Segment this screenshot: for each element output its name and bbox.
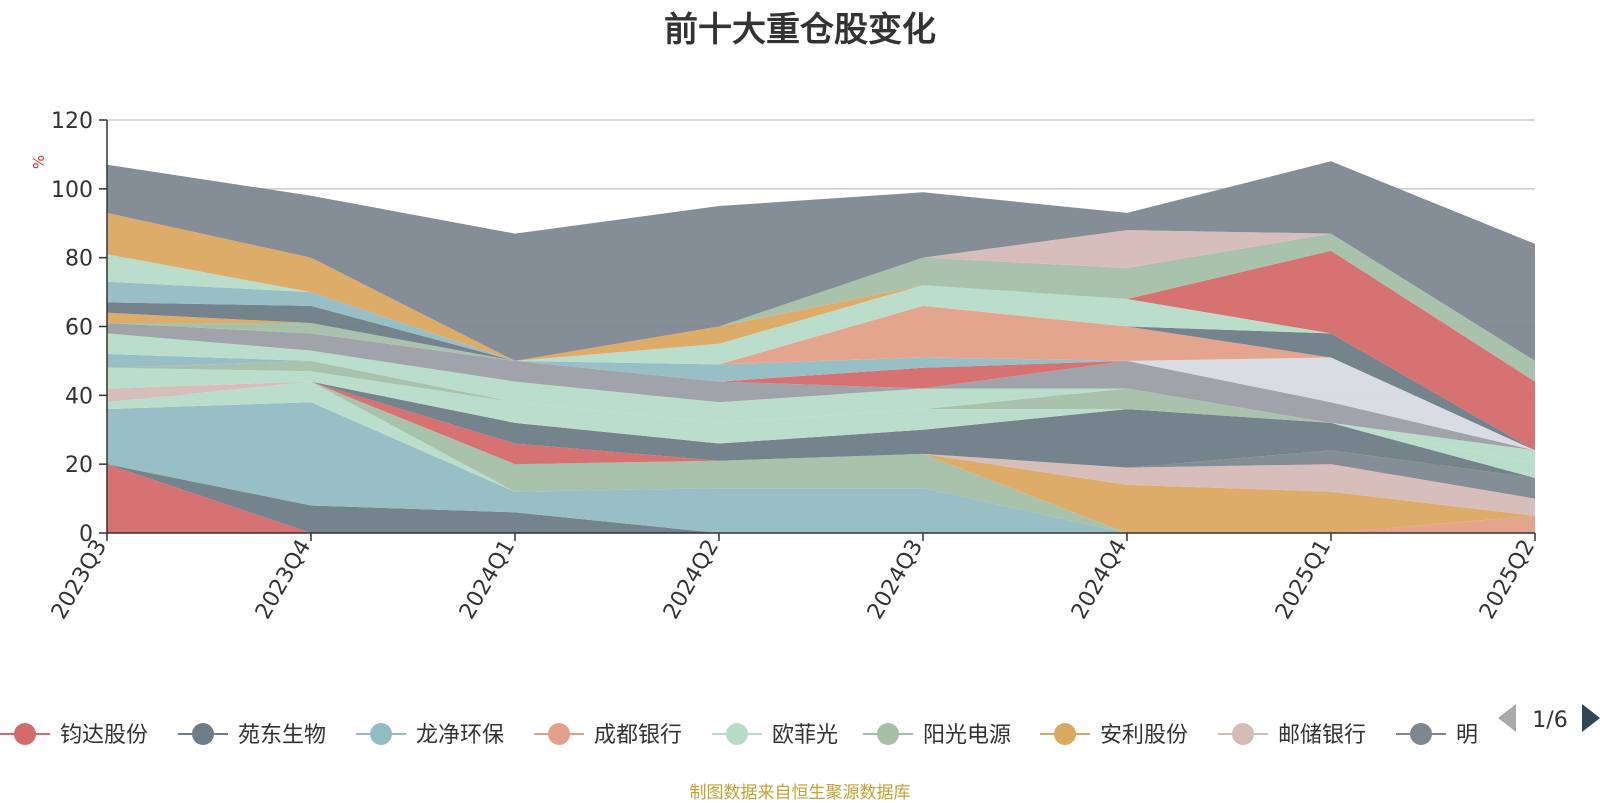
series-area-7[interactable]: [107, 381, 1535, 516]
series-area-19[interactable]: [107, 312, 1535, 451]
series-area-0[interactable]: [107, 464, 1535, 533]
y-tick-label: 120: [51, 109, 93, 134]
series-area-4[interactable]: [107, 381, 1535, 533]
legend-dot-icon: [548, 723, 570, 745]
series-area-28[interactable]: [107, 212, 1535, 382]
legend-item[interactable]: 阳光电源: [863, 723, 1011, 748]
legend-dot-icon: [370, 723, 392, 745]
legend-item[interactable]: 明: [1396, 723, 1478, 748]
legend-dot-icon: [1232, 723, 1254, 745]
legend-pager: 1/6: [1498, 704, 1600, 733]
legend-dot-icon: [1054, 723, 1076, 745]
series-area-29[interactable]: [107, 212, 1535, 361]
legend-label: 阳光电源: [923, 723, 1011, 748]
legend: 钧达股份 苑东生物 龙净环保 成都银行 欧菲光 阳光电源 安利股份 邮储银行 明: [0, 723, 1478, 748]
x-tick-label: 2024Q1: [455, 536, 520, 624]
area-layer: [107, 161, 1535, 533]
legend-label: 龙净环保: [416, 723, 504, 748]
legend-label: 明: [1456, 723, 1478, 748]
y-tick-label: 0: [79, 522, 93, 547]
legend-dot-icon: [877, 723, 899, 745]
series-area-12[interactable]: [107, 367, 1535, 478]
legend-item[interactable]: 钧达股份: [0, 723, 148, 748]
y-axis-label: %: [30, 155, 48, 169]
legend-next-arrow-icon[interactable]: [1582, 704, 1600, 732]
x-tick-label: 2024Q2: [659, 536, 724, 624]
series-area-15[interactable]: [107, 333, 1535, 465]
series-area-6[interactable]: [107, 381, 1535, 533]
chart-title: 前十大重仓股变化: [664, 10, 936, 50]
series-area-23[interactable]: [107, 302, 1535, 451]
series-area-2[interactable]: [107, 402, 1535, 533]
series-area-1[interactable]: [107, 464, 1535, 533]
y-tick-label: 40: [65, 384, 93, 409]
legend-item[interactable]: 欧菲光: [712, 723, 838, 748]
y-tick-label: 20: [65, 453, 93, 478]
x-tick-label: 2023Q4: [251, 536, 316, 624]
legend-label: 苑东生物: [238, 723, 326, 748]
legend-dot-icon: [1410, 723, 1432, 745]
x-tick-label: 2024Q4: [1067, 536, 1132, 624]
series-area-22[interactable]: [107, 305, 1535, 451]
y-tick-label: 80: [65, 247, 93, 272]
x-tick-label: 2024Q3: [863, 536, 928, 624]
legend-item[interactable]: 成都银行: [534, 723, 682, 748]
series-area-13[interactable]: [107, 360, 1535, 465]
legend-page-indicator: 1/6: [1532, 708, 1567, 733]
series-area-24[interactable]: [107, 281, 1535, 451]
y-tick-label: 60: [65, 316, 93, 341]
legend-item[interactable]: 苑东生物: [178, 723, 326, 748]
x-tick-label: 2025Q2: [1475, 536, 1540, 624]
legend-dot-icon: [726, 723, 748, 745]
x-tick-label: 2023Q3: [47, 536, 112, 624]
footer-source-note: 制图数据来自恒生聚源数据库: [689, 783, 911, 803]
legend-dot-icon: [14, 723, 36, 745]
legend-dot-icon: [192, 723, 214, 745]
legend-label: 成都银行: [594, 723, 682, 748]
legend-item[interactable]: 安利股份: [1040, 723, 1188, 748]
series-area-11[interactable]: [107, 381, 1535, 478]
legend-label: 安利股份: [1100, 723, 1188, 748]
legend-label: 邮储银行: [1278, 723, 1366, 748]
legend-item[interactable]: 邮储银行: [1218, 723, 1366, 748]
y-tick-label: 100: [51, 178, 93, 203]
x-tick-label: 2025Q1: [1271, 536, 1336, 624]
series-area-16[interactable]: [107, 323, 1535, 451]
series-area-20[interactable]: [107, 312, 1535, 451]
series-area-30[interactable]: [107, 161, 1535, 361]
legend-label: 欧菲光: [772, 723, 838, 748]
legend-item[interactable]: 龙净环保: [356, 723, 504, 748]
legend-prev-arrow-icon[interactable]: [1498, 704, 1516, 732]
legend-label: 钧达股份: [60, 723, 148, 748]
